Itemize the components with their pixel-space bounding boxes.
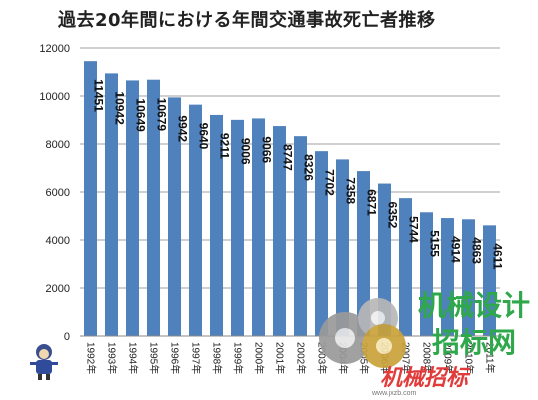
data-label: 8326 [302,154,316,181]
bar [104,73,119,336]
data-label: 5744 [407,216,421,243]
bar [335,159,350,336]
data-label: 4863 [470,237,484,264]
data-label: 4611 [491,243,505,269]
y-tick-label: 0 [64,331,70,343]
data-label: 5155 [428,230,442,257]
x-tick-label: 2010年 [463,342,476,374]
data-label: 6352 [386,202,400,229]
x-tick-label: 1992年 [85,342,98,374]
bar [461,219,476,336]
data-label: 10679 [155,98,169,132]
bar [356,171,371,336]
y-tick-label: 6000 [46,187,70,199]
y-tick-label: 12000 [39,43,70,55]
x-tick-label: 1997年 [190,342,203,374]
watermark-line2: 招标网 [432,326,516,359]
bar [440,218,455,336]
x-tick-label: 2001年 [274,342,287,374]
data-label: 7358 [344,177,358,204]
data-label: 6871 [365,189,379,216]
bar [146,79,161,336]
x-tick-label: 2000年 [253,342,266,374]
x-tick-label: 2011年 [484,342,497,374]
data-label: 8747 [281,144,295,171]
bar [419,212,434,336]
mascot-icon [30,344,58,380]
bar [125,80,140,336]
y-tick-label: 4000 [46,235,70,247]
bar [482,225,497,336]
bars [83,61,497,337]
x-tick-label: 1994年 [127,342,140,374]
bar [293,136,308,336]
watermark-line1: 机械设计 [418,289,530,322]
data-label: 9942 [176,115,190,142]
bar [83,61,98,337]
watermark-url: www.jxzb.com [371,390,417,397]
data-label: 10942 [113,91,127,125]
bar [188,104,203,336]
data-label: 4914 [449,236,463,263]
data-label: 10649 [134,98,148,132]
data-label: 9066 [260,136,274,163]
x-tick-label: 1993年 [106,342,119,374]
chart-title: 過去20年間における年間交通事故死亡者推移 [58,10,436,31]
bar [272,126,287,337]
data-label: 7702 [323,169,337,196]
y-axis-ticks: 0 2000 4000 6000 8000 10000 12000 [39,43,70,343]
x-tick-label: 1996年 [169,342,182,374]
x-tick-label: 1999年 [232,342,245,374]
x-tick-label: 1995年 [148,342,161,374]
y-tick-label: 10000 [39,91,70,103]
x-tick-label: 1998年 [211,342,224,374]
bar [314,151,329,336]
watermark-line3: 机械招标 [380,365,471,391]
y-tick-label: 2000 [46,283,70,295]
bar [251,118,266,336]
x-tick-label: 2008年 [421,342,434,374]
x-tick-label: 2009年 [442,342,455,374]
data-label: 9640 [197,123,211,150]
data-label: 9211 [218,133,232,159]
bar [230,119,245,336]
x-tick-label: 2002年 [295,342,308,374]
bar [209,114,224,336]
bar [398,198,413,336]
bar [167,97,182,336]
bar [377,183,392,336]
gear-icon [319,298,406,368]
y-tick-label: 8000 [46,139,70,151]
data-label: 9006 [239,138,253,165]
data-labels: 11451 10942 10649 10679 9942 9640 9211 9006 9066… [92,79,505,270]
data-label: 11451 [92,79,106,112]
